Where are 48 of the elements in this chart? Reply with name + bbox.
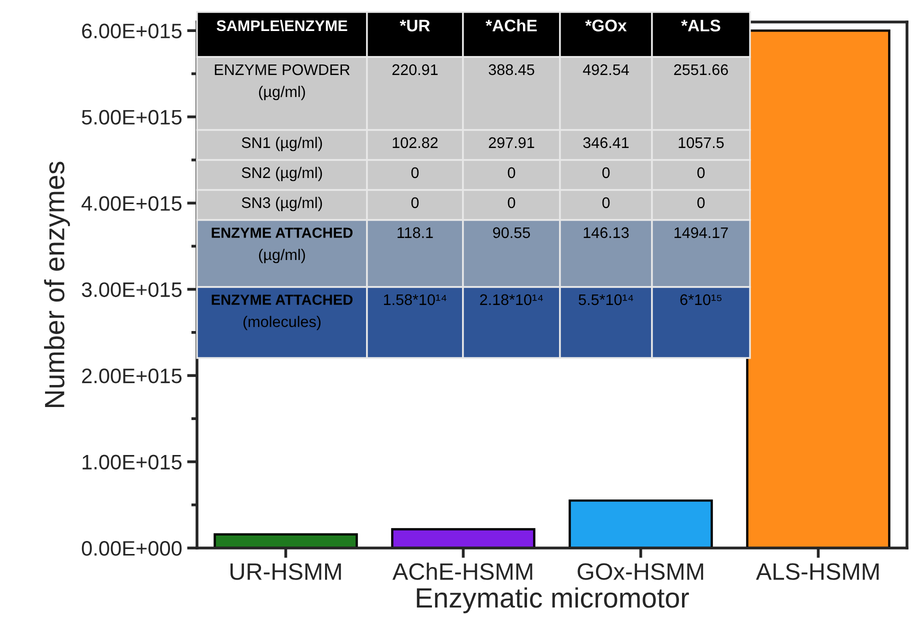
annotation: 0: [602, 197, 610, 208]
annotation: ENZYME ATTACHED (µg/ml): [212, 228, 353, 264]
y-tick-label: 3.00E+015: [82, 282, 182, 298]
annotation: 6*10¹⁵: [680, 294, 722, 306]
annotation: 0: [411, 197, 419, 208]
annotation: 1.58*10¹⁴: [384, 294, 446, 306]
annotation: 5.5*10¹⁴: [578, 294, 634, 306]
annotation: *GOx: [585, 20, 627, 32]
y-tick-label: 0.00E+000: [82, 541, 182, 556]
annotation: SN1 (µg/ml): [242, 136, 322, 152]
annotation: 0: [508, 167, 516, 178]
annotation: ENZYME ATTACHED (molecules): [212, 294, 353, 330]
x-tick-label: ALS-HSMM: [756, 563, 879, 580]
annotation: 220.91: [392, 64, 438, 76]
annotation: SN2 (µg/ml): [242, 166, 322, 182]
y-tick-label: 4.00E+015: [82, 196, 182, 211]
x-tick-label: AChE-HSMM: [392, 562, 532, 580]
y-tick-label: 2.00E+015: [82, 368, 182, 384]
annotation: 102.82: [392, 137, 438, 148]
annotation: 492.54: [582, 64, 629, 76]
annotation: 2.18*10¹⁴: [480, 294, 543, 306]
annotation: 0: [602, 167, 610, 178]
annotation: 2551.66: [674, 64, 728, 76]
annotation: 297.91: [488, 137, 534, 148]
annotation: 0: [697, 167, 705, 178]
annotation: 1494.17: [674, 227, 728, 238]
annotation: 0: [508, 197, 516, 208]
annotation: 118.1: [398, 227, 433, 238]
annotation: 388.45: [488, 64, 534, 76]
annotation: SN3 (µg/ml): [242, 196, 322, 212]
x-tick-label: UR-HSMM: [230, 563, 341, 580]
annotation: 1057.5: [678, 137, 724, 148]
annotation: 146.13: [584, 227, 629, 238]
annotation: 0: [697, 197, 705, 208]
annotation: SAMPLE\ENZYME: [216, 20, 348, 32]
annotation: 90.55: [493, 227, 530, 238]
annotation: ENZYME POWDER (µg/ml): [214, 64, 350, 100]
annotation: *UR: [400, 20, 430, 32]
annotation: *AChE: [486, 19, 537, 32]
y-tick-label: 6.00E+015: [82, 24, 182, 38]
y-axis-title: Number of enzymes: [44, 162, 70, 407]
x-tick-label: GOx-HSMM: [578, 563, 704, 580]
x-axis-title: Enzymatic micromotor: [416, 587, 689, 614]
annotation: 0: [411, 167, 419, 178]
y-tick-label: 1.00E+015: [82, 454, 182, 470]
annotation: *ALS: [681, 20, 720, 32]
y-tick-label: 5.00E+015: [82, 110, 182, 125]
annotation: 346.41: [583, 137, 629, 148]
